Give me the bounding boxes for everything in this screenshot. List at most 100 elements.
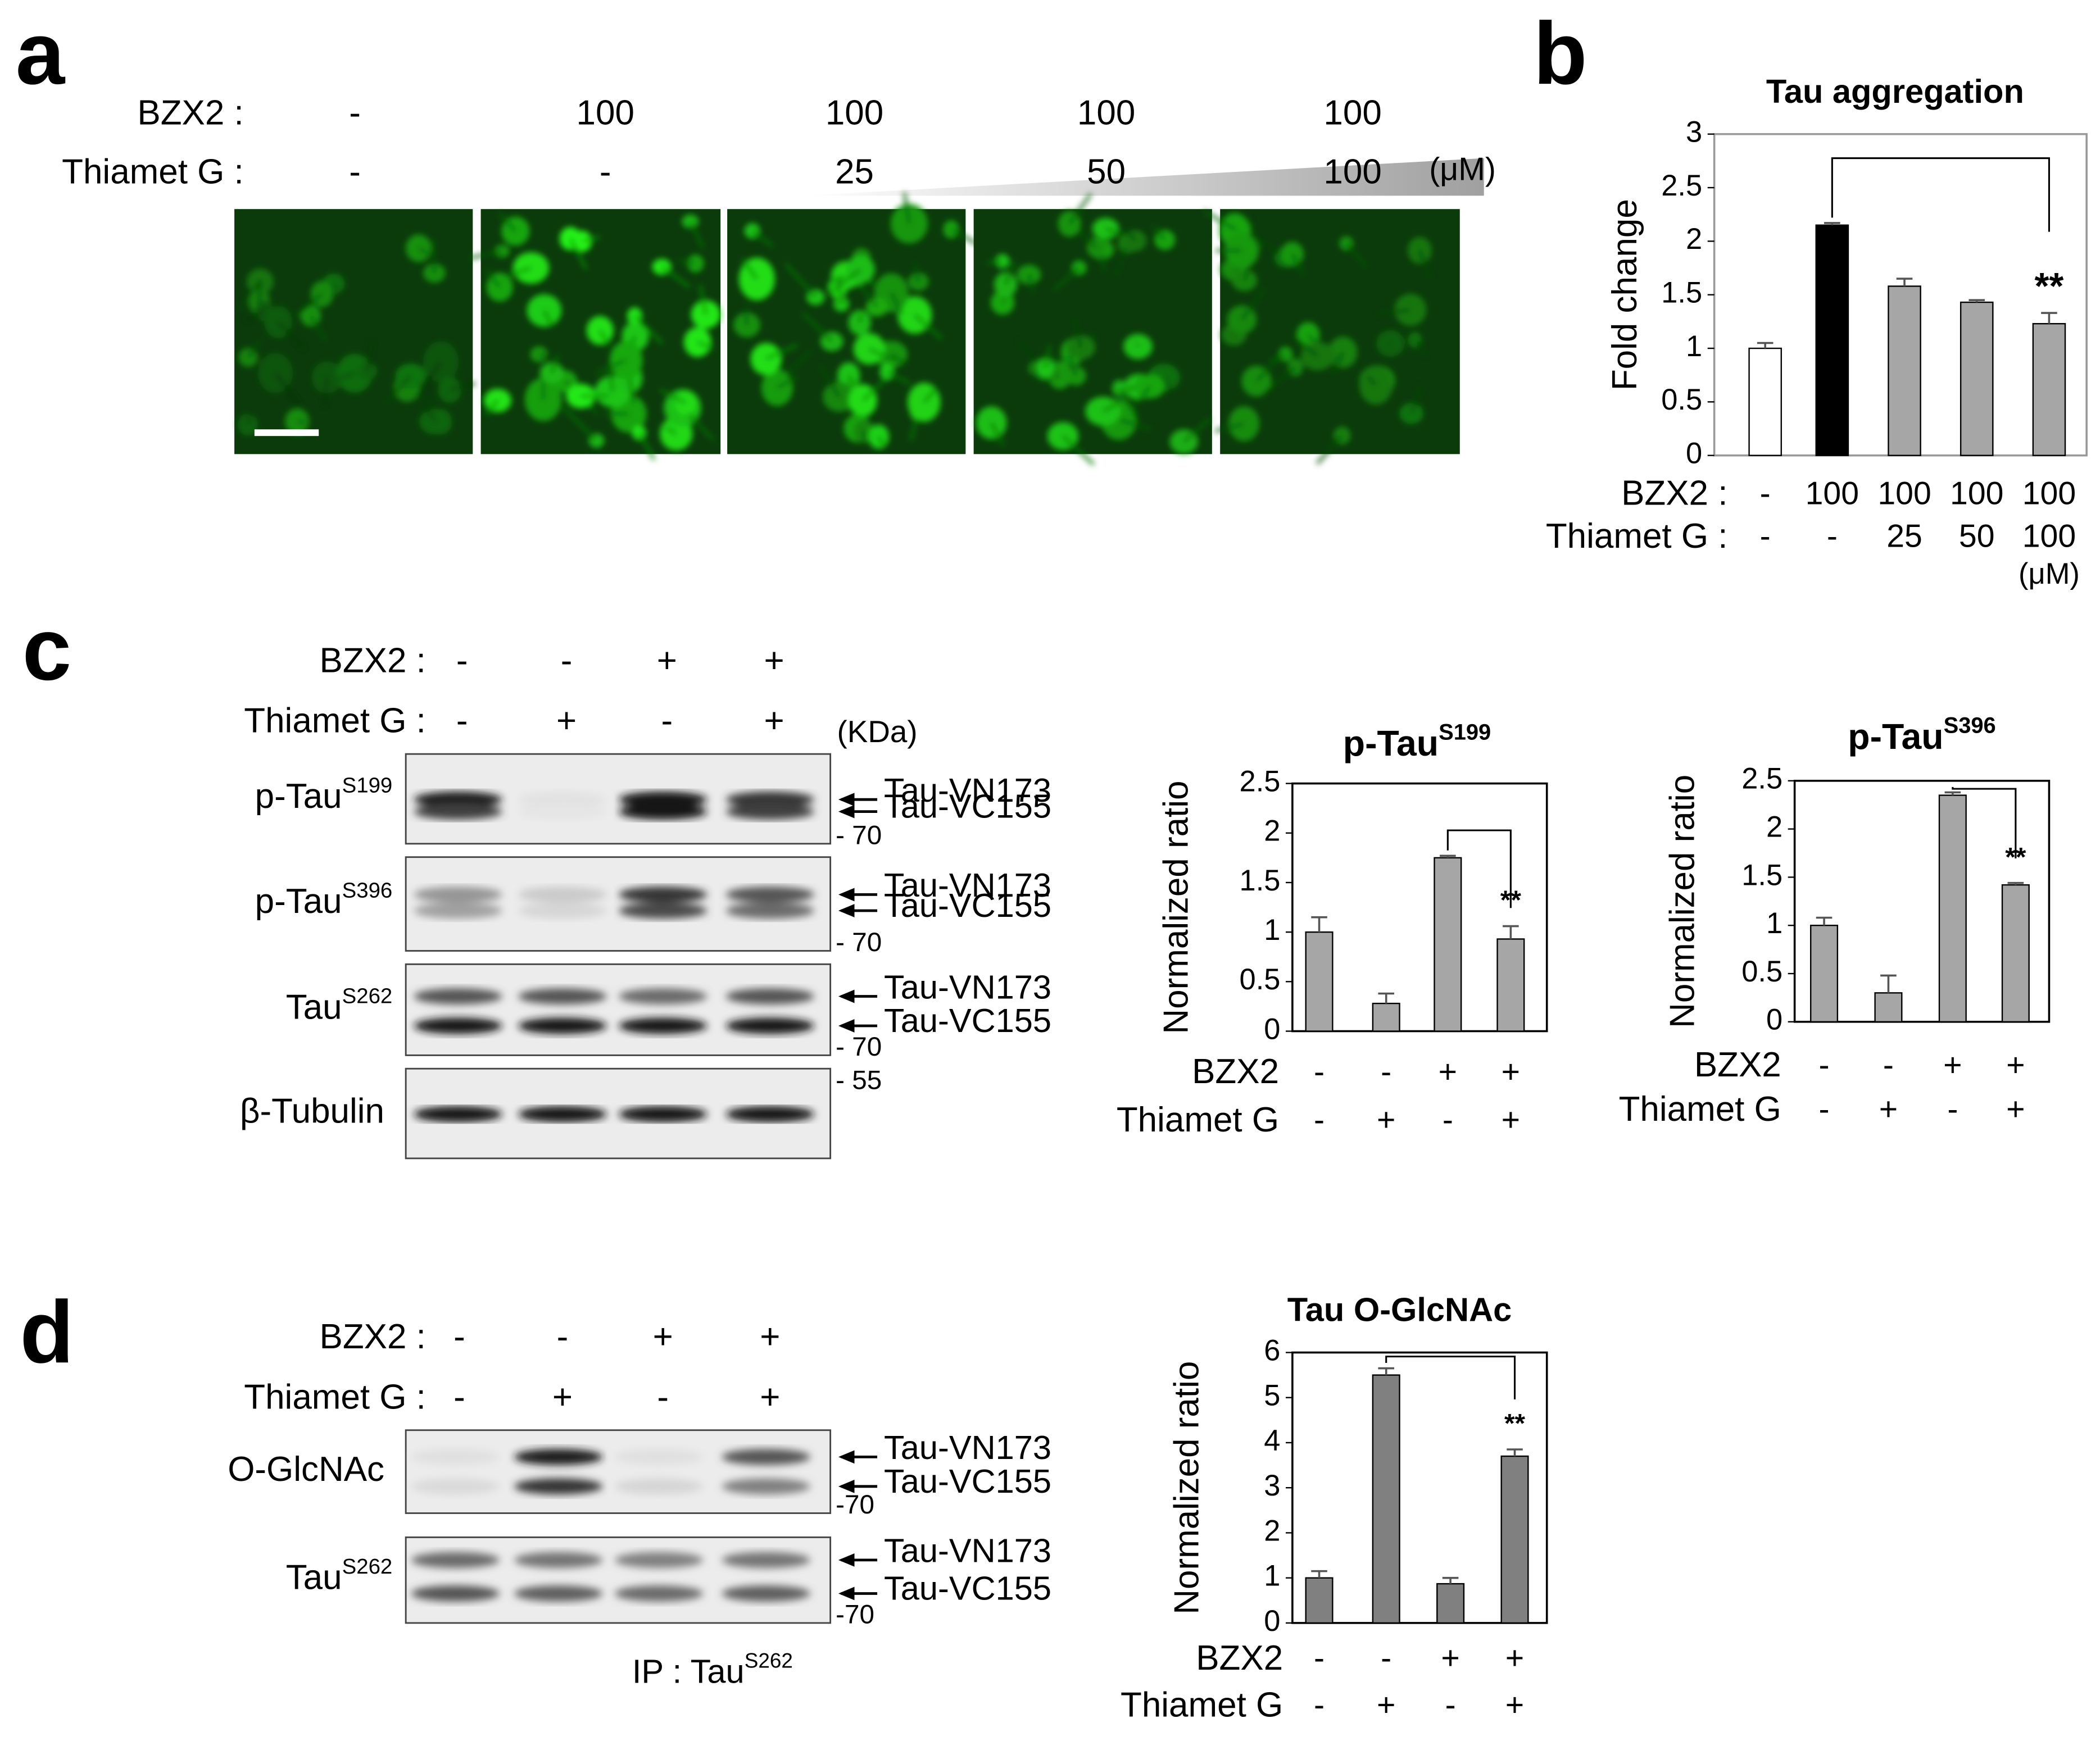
- band-label: Tau-VC155: [884, 788, 1051, 825]
- condition-value: +: [556, 702, 577, 740]
- significance-mark: **: [2034, 266, 2063, 307]
- y-tick-label: 5: [1264, 1380, 1280, 1412]
- neurite: [1068, 193, 1092, 225]
- error-bar: [2041, 312, 2057, 324]
- significance-mark: **: [1500, 885, 1522, 915]
- neurite: [633, 315, 664, 344]
- condition-value: -: [1381, 1640, 1391, 1676]
- band: [414, 803, 502, 820]
- y-tick-label: 2.5: [1661, 170, 1702, 202]
- bands: [411, 1449, 810, 1495]
- blot: [405, 963, 832, 1056]
- blot-label: TauS262: [286, 984, 393, 1027]
- band: [725, 988, 815, 1004]
- condition-value: +: [2006, 1047, 2025, 1083]
- neurite: [1345, 242, 1368, 269]
- y-tick-label: 2.5: [1240, 765, 1281, 798]
- arrow-head: [838, 804, 855, 819]
- neurite: [258, 279, 262, 302]
- band: [722, 1478, 810, 1495]
- arrow-head: [838, 1553, 855, 1567]
- neurite: [914, 313, 944, 340]
- band: [619, 803, 707, 820]
- plot-frame: [1291, 782, 1548, 1033]
- cell: [1066, 366, 1087, 385]
- cell: [1399, 403, 1424, 424]
- condition-value: -: [1760, 519, 1771, 554]
- band: [411, 1552, 500, 1569]
- size-marker: - 70: [836, 1032, 882, 1062]
- neurite: [1062, 435, 1095, 466]
- y-tick-label: 1: [1686, 330, 1702, 363]
- panel-letter: a: [16, 4, 66, 103]
- neurite: [596, 358, 627, 375]
- cell: [632, 425, 646, 440]
- condition-value: -: [661, 702, 673, 740]
- cell: [1228, 406, 1260, 442]
- error-bar: [1503, 925, 1519, 939]
- neurite: [607, 369, 615, 392]
- neurite: [1102, 401, 1121, 413]
- band: [614, 1449, 704, 1465]
- condition-label: BZX2 :: [1621, 474, 1727, 513]
- y-axis-label: Normalized ratio: [1663, 775, 1702, 1028]
- chart-title: Tau aggregation: [1766, 72, 2024, 110]
- y-tick-label: 0.5: [1661, 384, 1702, 416]
- error-bar: [1507, 1448, 1523, 1457]
- cell: [674, 390, 697, 415]
- neurite: [1410, 385, 1422, 414]
- neurite: [661, 266, 691, 288]
- row-label: Thiamet G :: [62, 153, 244, 192]
- band: [614, 1478, 704, 1495]
- error-bar: [1757, 342, 1774, 349]
- neurite: [818, 364, 841, 398]
- condition-value: 100: [577, 94, 634, 133]
- blot-label-sup: S262: [342, 984, 393, 1008]
- neurite: [1151, 225, 1166, 241]
- row-label: BZX2 :: [137, 94, 243, 133]
- neurite: [1004, 261, 1016, 285]
- micrograph: [234, 209, 476, 454]
- neurite: [1073, 316, 1082, 348]
- neurite: [1118, 418, 1152, 431]
- caption: IP : TauS262: [632, 1649, 793, 1690]
- error-bar: [1378, 1367, 1395, 1375]
- neurite: [550, 354, 559, 374]
- cell: [586, 316, 614, 345]
- neurite: [417, 392, 437, 422]
- size-marker: - 70: [836, 821, 882, 851]
- band-label: Tau-VN173: [884, 1429, 1051, 1466]
- band: [518, 803, 607, 820]
- neurite: [665, 426, 677, 435]
- significance-bracket: [1831, 157, 2050, 232]
- blot-label: p-TauS396: [255, 879, 393, 921]
- condition-value: +: [1502, 1102, 1520, 1138]
- blot-label-sup: S396: [342, 879, 393, 903]
- band: [518, 791, 607, 808]
- condition-value: +: [1505, 1687, 1524, 1723]
- condition-value: -: [600, 153, 611, 192]
- condition-value: +: [1943, 1047, 1962, 1083]
- band: [619, 1106, 707, 1122]
- neurite: [987, 260, 1003, 265]
- y-axis-label: Normalized ratio: [1157, 781, 1196, 1034]
- error-bar: [1442, 1576, 1459, 1584]
- band: [414, 791, 502, 808]
- error-bar: [1378, 992, 1395, 1004]
- row-label: BZX2 :: [320, 1317, 426, 1356]
- cell: [419, 408, 451, 435]
- neurite: [1214, 422, 1245, 433]
- y-tick-label: 0.5: [1741, 956, 1782, 988]
- arrow-head: [838, 888, 855, 902]
- y-tick-label: 3: [1264, 1470, 1280, 1502]
- bands: [414, 988, 815, 1034]
- band: [518, 988, 607, 1004]
- y-tick-label: 1: [1264, 1560, 1280, 1593]
- cell: [1092, 217, 1119, 239]
- chart-title-base: p-Tau: [1848, 716, 1943, 757]
- neurite: [861, 380, 885, 402]
- band: [722, 1449, 810, 1465]
- neurite: [418, 247, 429, 255]
- neurite: [562, 406, 598, 442]
